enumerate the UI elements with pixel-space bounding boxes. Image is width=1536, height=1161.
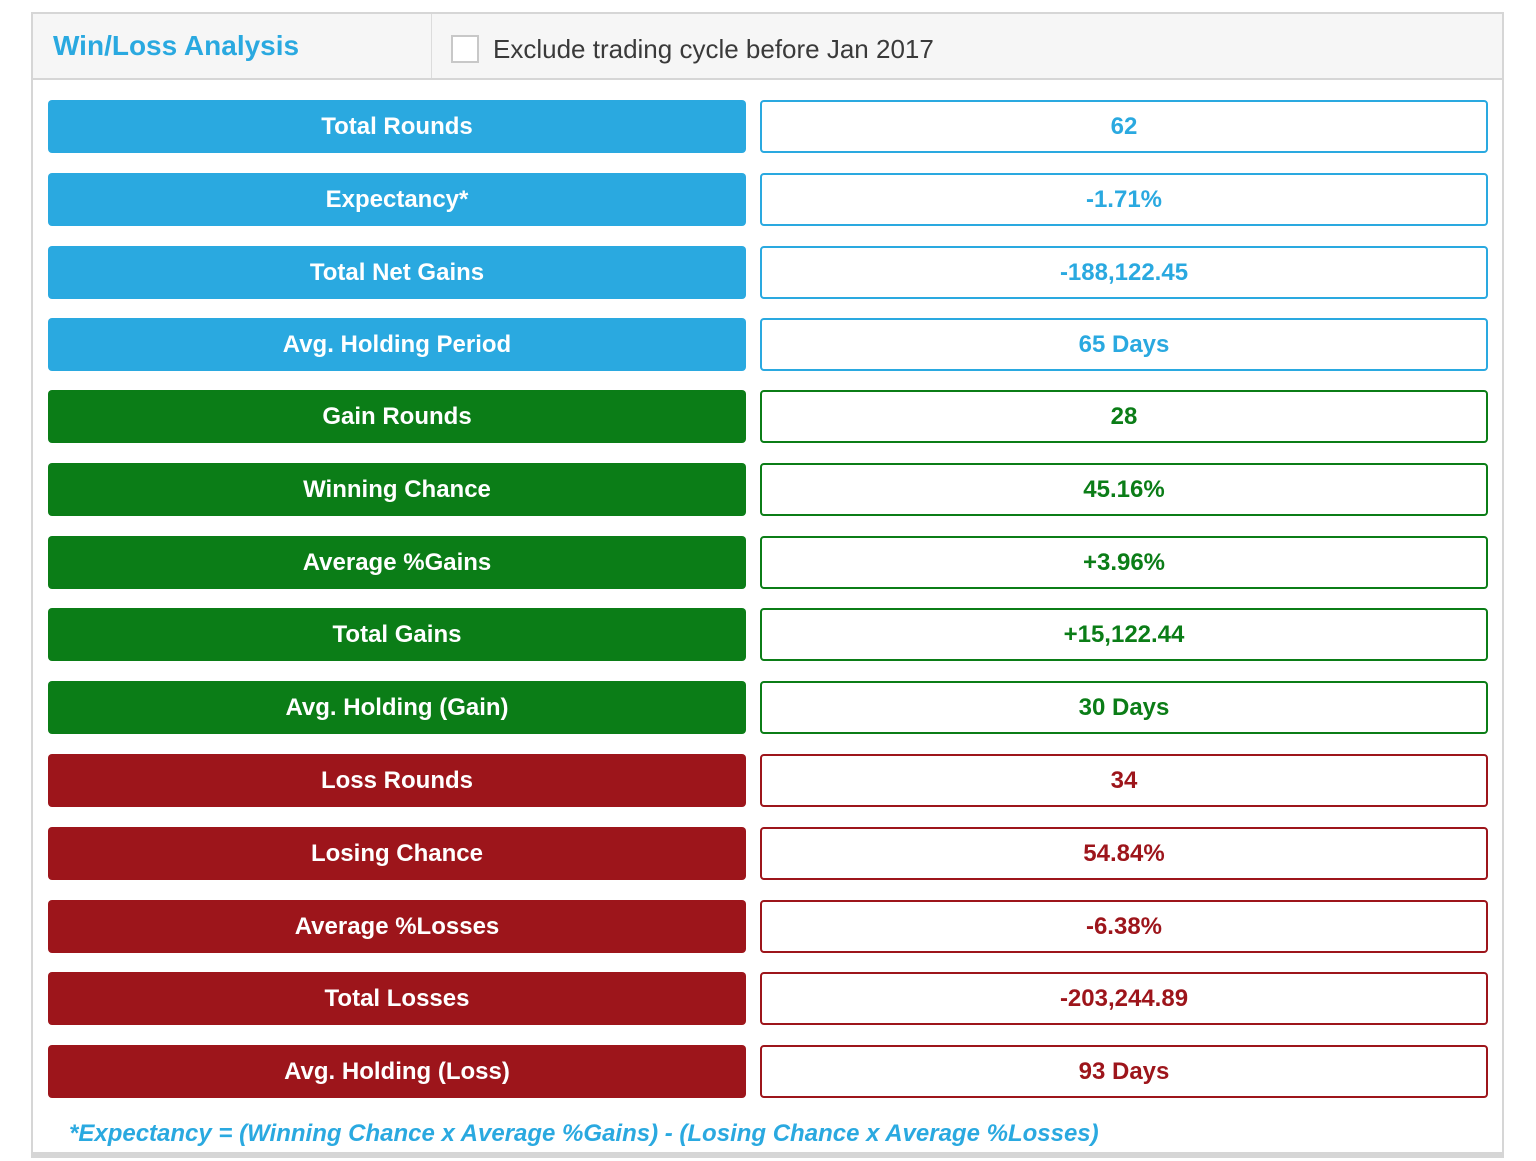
stat-value: 34 bbox=[760, 754, 1488, 807]
stat-label: Avg. Holding Period bbox=[48, 318, 746, 371]
stat-label: Avg. Holding (Gain) bbox=[48, 681, 746, 734]
stat-label: Total Gains bbox=[48, 608, 746, 661]
stat-value: 54.84% bbox=[760, 827, 1488, 880]
stat-label: Losing Chance bbox=[48, 827, 746, 880]
stat-label: Average %Gains bbox=[48, 536, 746, 589]
stat-label: Total Rounds bbox=[48, 100, 746, 153]
stat-value: 45.16% bbox=[760, 463, 1488, 516]
stat-row-losing-chance: Losing Chance 54.84% bbox=[48, 827, 1488, 880]
stat-label: Gain Rounds bbox=[48, 390, 746, 443]
stat-row-avg-holding-loss: Avg. Holding (Loss) 93 Days bbox=[48, 1045, 1488, 1098]
exclude-filter[interactable]: Exclude trading cycle before Jan 2017 bbox=[451, 33, 934, 65]
stat-value: +15,122.44 bbox=[760, 608, 1488, 661]
stat-label: Total Losses bbox=[48, 972, 746, 1025]
stat-value: 28 bbox=[760, 390, 1488, 443]
stat-row-total-rounds: Total Rounds 62 bbox=[48, 100, 1488, 153]
exclude-checkbox[interactable] bbox=[451, 35, 479, 63]
win-loss-panel: Win/Loss Analysis Exclude trading cycle … bbox=[31, 12, 1504, 1152]
stat-row-gain-rounds: Gain Rounds 28 bbox=[48, 390, 1488, 443]
stat-row-expectancy: Expectancy* -1.71% bbox=[48, 173, 1488, 226]
panel-header: Win/Loss Analysis Exclude trading cycle … bbox=[33, 14, 1502, 80]
expectancy-footnote: *Expectancy = (Winning Chance x Average … bbox=[69, 1120, 1099, 1147]
exclude-label: Exclude trading cycle before Jan 2017 bbox=[493, 33, 934, 64]
stat-row-winning-chance: Winning Chance 45.16% bbox=[48, 463, 1488, 516]
stat-row-avg-holding-period: Avg. Holding Period 65 Days bbox=[48, 318, 1488, 371]
stat-label: Winning Chance bbox=[48, 463, 746, 516]
stat-value: -203,244.89 bbox=[760, 972, 1488, 1025]
stat-value: 65 Days bbox=[760, 318, 1488, 371]
stat-row-total-gains: Total Gains +15,122.44 bbox=[48, 608, 1488, 661]
stat-value: -188,122.45 bbox=[760, 246, 1488, 299]
stat-row-average-losses: Average %Losses -6.38% bbox=[48, 900, 1488, 953]
stat-row-loss-rounds: Loss Rounds 34 bbox=[48, 754, 1488, 807]
stat-value: -6.38% bbox=[760, 900, 1488, 953]
stat-label: Total Net Gains bbox=[48, 246, 746, 299]
stat-value: -1.71% bbox=[760, 173, 1488, 226]
stat-row-total-net-gains: Total Net Gains -188,122.45 bbox=[48, 246, 1488, 299]
stat-label: Avg. Holding (Loss) bbox=[48, 1045, 746, 1098]
panel-bottom-border bbox=[31, 1152, 1504, 1158]
stat-row-avg-holding-gain: Avg. Holding (Gain) 30 Days bbox=[48, 681, 1488, 734]
stat-value: 62 bbox=[760, 100, 1488, 153]
stat-row-total-losses: Total Losses -203,244.89 bbox=[48, 972, 1488, 1025]
stat-label: Loss Rounds bbox=[48, 754, 746, 807]
stat-value: 93 Days bbox=[760, 1045, 1488, 1098]
stat-label: Expectancy* bbox=[48, 173, 746, 226]
stat-value: 30 Days bbox=[760, 681, 1488, 734]
stat-row-average-gains: Average %Gains +3.96% bbox=[48, 536, 1488, 589]
panel-title: Win/Loss Analysis bbox=[33, 14, 432, 78]
stat-label: Average %Losses bbox=[48, 900, 746, 953]
stat-value: +3.96% bbox=[760, 536, 1488, 589]
